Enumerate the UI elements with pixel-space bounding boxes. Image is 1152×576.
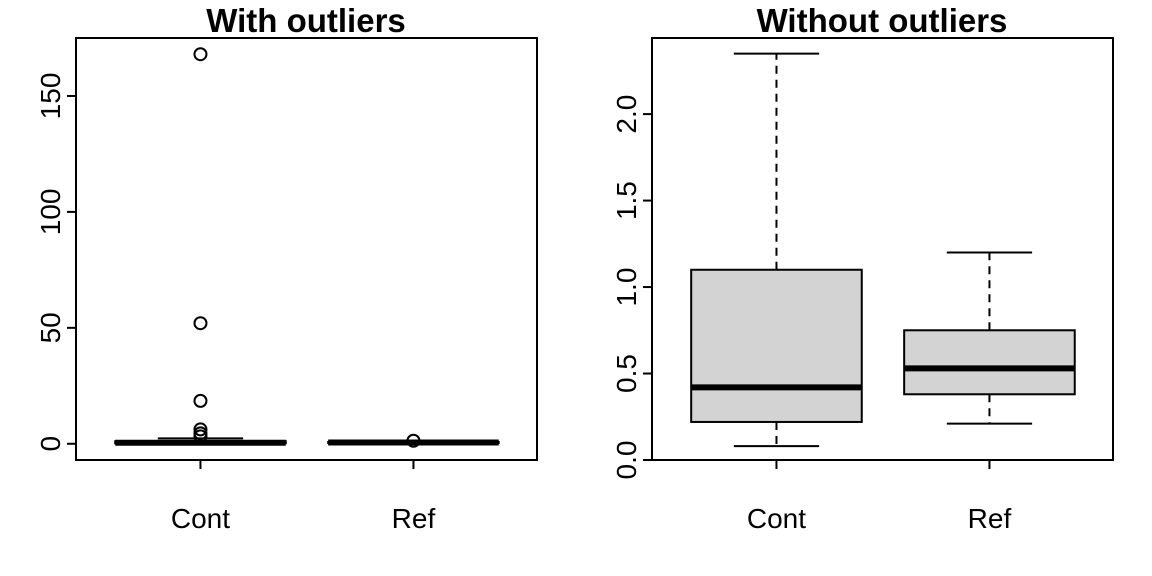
- right-panel-title: Without outliers: [757, 2, 1008, 39]
- right-x-tick-label: Cont: [747, 503, 806, 534]
- outlier-point: [406, 433, 421, 448]
- outlier-point: [193, 47, 208, 62]
- left-y-tick-label: 0: [35, 436, 66, 452]
- right-plot-marks: 0.0 0.5 1.0 1.5 2.0 Cont Ref: [611, 52, 1076, 534]
- right-y-tick-label: 1.0: [611, 268, 642, 307]
- left-y-tick-label: 150: [35, 73, 66, 120]
- right-box-cont: [690, 52, 863, 448]
- right-y-tick-label: 1.5: [611, 181, 642, 220]
- outlier-point: [193, 422, 208, 437]
- left-x-tick-label: Cont: [171, 503, 230, 534]
- right-y-tick-label: 0.0: [611, 441, 642, 480]
- iqr-box: [903, 329, 1076, 396]
- left-y-tick-label: 50: [35, 312, 66, 343]
- right-panel: Without outliers 0.0 0.5 1.0 1.5 2.0 Cont Ref: [611, 2, 1114, 534]
- iqr-box: [690, 268, 863, 423]
- left-box-ref: [327, 433, 500, 448]
- right-box-ref: [903, 251, 1076, 425]
- right-x-tick-label: Ref: [968, 503, 1012, 534]
- left-plot-frame: [75, 37, 538, 461]
- left-panel: With outliers 0 50 100 150 Cont Ref: [35, 2, 538, 534]
- left-box-cont: [114, 47, 287, 446]
- right-y-tick-label: 0.5: [611, 354, 642, 393]
- left-y-tick-label: 100: [35, 189, 66, 236]
- left-x-tick-label: Ref: [392, 503, 436, 534]
- outlier-point: [193, 426, 208, 441]
- outlier-point: [193, 316, 208, 331]
- left-plot-marks: 0 50 100 150 Cont Ref: [35, 47, 500, 534]
- right-plot-frame: [651, 37, 1114, 461]
- right-y-tick-label: 2.0: [611, 95, 642, 134]
- left-panel-title: With outliers: [206, 2, 406, 39]
- outlier-point: [193, 393, 208, 408]
